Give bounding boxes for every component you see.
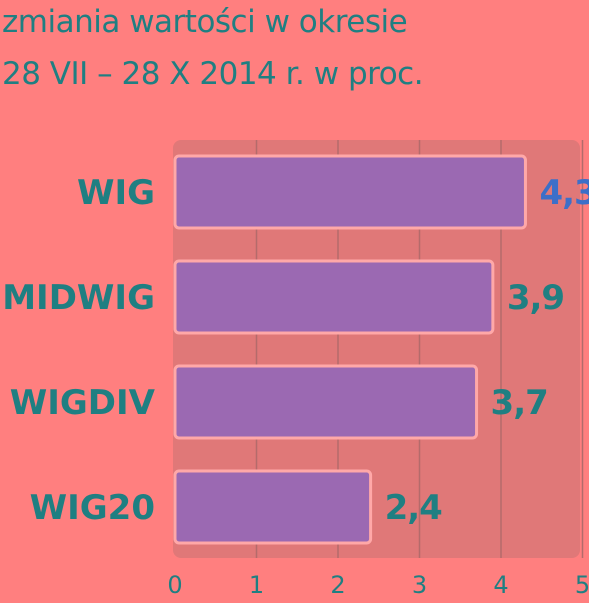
x-tick-label: 1 xyxy=(249,571,264,599)
plot-area xyxy=(173,140,580,558)
bar xyxy=(173,469,373,545)
bar xyxy=(173,154,527,230)
x-tick-label: 5 xyxy=(575,571,589,599)
category-label: WIG20 xyxy=(30,488,155,528)
value-label: 4,3 xyxy=(539,173,589,213)
value-labels: 4,3 3,9 3,7 2,4 xyxy=(385,173,589,528)
bars xyxy=(173,154,527,545)
x-tick-label: 2 xyxy=(330,571,345,599)
x-tick-label: 0 xyxy=(167,571,182,599)
bar xyxy=(173,259,495,335)
category-label: MIDWIG xyxy=(2,278,155,318)
category-labels: WIG MIDWIG WIGDIV WIG20 xyxy=(2,173,155,528)
category-label: WIGDIV xyxy=(10,383,156,423)
category-label: WIG xyxy=(77,173,155,213)
bar xyxy=(173,364,479,440)
value-label: 2,4 xyxy=(385,488,443,528)
value-label: 3,7 xyxy=(491,383,548,423)
x-tick-label: 3 xyxy=(412,571,427,599)
x-axis-ticks: 0 1 2 3 4 5 xyxy=(167,571,589,599)
chart-title: zmiania wartości w okresie xyxy=(2,4,408,40)
value-label: 3,9 xyxy=(507,278,564,318)
chart-subtitle: 28 VII – 28 X 2014 r. w proc. xyxy=(2,56,424,92)
x-tick-label: 4 xyxy=(493,571,508,599)
